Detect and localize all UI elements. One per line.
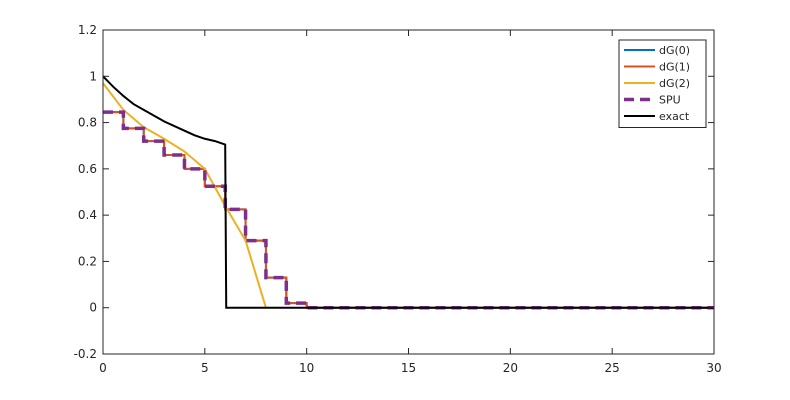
series-layer: [102, 75, 714, 310]
x-tick-label: 10: [299, 361, 314, 375]
y-tick-label: 0: [89, 301, 97, 315]
legend-label: dG(0): [659, 44, 690, 57]
legend: dG(0) dG(1) dG(2) SPU exact: [618, 39, 707, 128]
y-tick-label: 0.4: [78, 208, 97, 222]
series-line-exact: [102, 75, 714, 309]
x-tick-label: 30: [706, 361, 721, 375]
y-tick-label: -0.2: [74, 347, 97, 361]
legend-label: dG(2): [659, 77, 690, 90]
y-tick-label: 1: [89, 69, 97, 83]
y-tick-label: 0.8: [78, 116, 97, 130]
plot-background: [103, 30, 714, 354]
x-tick-label: 5: [201, 361, 209, 375]
y-tick-label: 0.6: [78, 162, 97, 176]
x-tick-label: 15: [401, 361, 416, 375]
legend-label: dG(1): [659, 61, 690, 74]
legend-label: exact: [659, 110, 690, 123]
x-tick-label: 0: [99, 361, 107, 375]
x-tick-label: 20: [503, 361, 518, 375]
legend-label: SPU: [659, 94, 681, 107]
series-line-dg-2: [102, 82, 267, 309]
tick-layer: 0 5 10 15 20 25 30-0.200.20.40.60.811.2: [74, 23, 722, 375]
series-line-spu: [103, 110, 714, 310]
x-tick-label: 25: [605, 361, 620, 375]
y-tick-label: 0.2: [78, 254, 97, 268]
y-tick-label: 1.2: [78, 23, 97, 37]
